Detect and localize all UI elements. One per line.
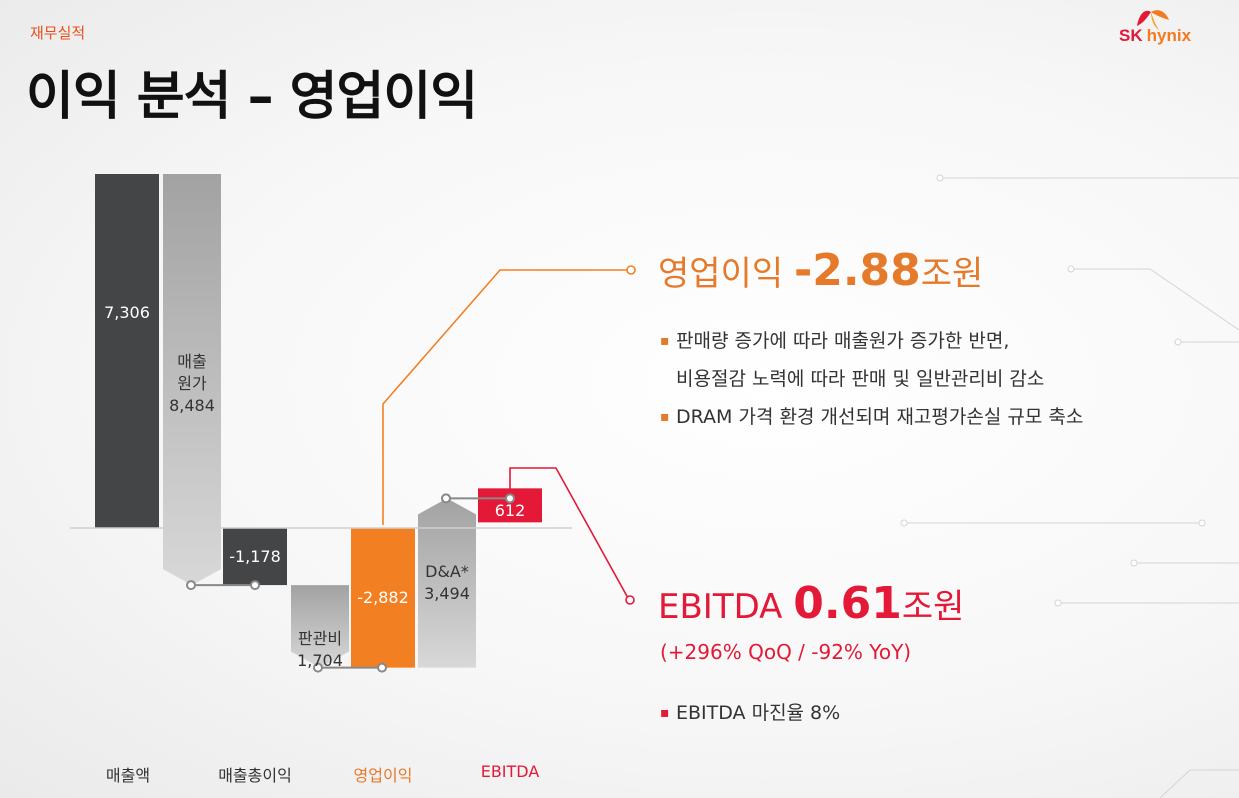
category-label: 영업이익	[353, 766, 413, 785]
connector-dot	[505, 493, 515, 504]
ebitda-callout-line	[509, 467, 629, 599]
ebitda-bullets: ▪ EBITDA 마진율 8%	[660, 694, 840, 732]
bullet-icon: ▪	[660, 705, 670, 721]
ebitda-value: 0.61	[793, 578, 902, 629]
connector-dot	[186, 580, 196, 591]
bar-value-label: -1,178	[229, 546, 281, 566]
connector-dot	[441, 493, 451, 504]
bullet-text-continued: 비용절감 노력에 따라 판매 및 일반관리비 감소	[676, 368, 1045, 390]
ebitda-change: (+296% QoQ / -92% YoY)	[660, 640, 912, 664]
category-label: 매출액	[105, 766, 151, 785]
bullet-text: DRAM 가격 환경 개선되며 재고평가손실 규모 축소	[676, 406, 1084, 428]
op-callout-line	[382, 269, 628, 525]
bar-1	[163, 174, 221, 586]
page-title: 이익 분석 – 영업이익	[26, 67, 478, 127]
butterfly-icon	[1137, 10, 1169, 30]
logo-hynix-text: hynix	[1146, 26, 1192, 45]
list-item: ▪ EBITDA 마진율 8%	[660, 694, 840, 732]
bar-value-label: D&A* 3,494	[424, 561, 470, 603]
connector-dot	[313, 662, 323, 673]
bar-0	[95, 174, 159, 528]
category-label: EBITDA	[480, 762, 540, 781]
bar-5	[418, 498, 476, 668]
bullet-text: EBITDA 마진율 8%	[676, 702, 841, 724]
bar-value-label: 판관비 1,704	[297, 629, 343, 670]
bullet-icon: ▪	[660, 409, 670, 425]
callout-dot	[625, 595, 635, 605]
op-unit: 조원	[920, 254, 984, 294]
list-item: ▪ 판매량 증가에 따라 매출원가 증가한 반면,	[660, 322, 1083, 360]
section-label: 재무실적	[30, 24, 86, 42]
op-value: -2.88	[793, 245, 921, 296]
sk-hynix-logo: SK hynix	[1117, 6, 1217, 46]
ebitda-unit: 조원	[901, 587, 965, 627]
ebitda-label: EBITDA	[658, 587, 794, 627]
operating-profit-bullets: ▪ 판매량 증가에 따라 매출원가 증가한 반면, 비용절감 노력에 따라 판매…	[660, 322, 1083, 436]
bar-value-label: -2,882	[357, 587, 409, 607]
bar-2	[223, 528, 287, 586]
category-label: 매출총이익	[218, 766, 292, 785]
bar-3	[291, 585, 349, 668]
operating-profit-heading: 영업이익 -2.88조원	[658, 245, 983, 296]
bullet-text: 판매량 증가에 따라 매출원가 증가한 반면,	[676, 330, 1010, 352]
ebitda-heading: EBITDA 0.61조원	[658, 578, 964, 629]
callout-dot	[626, 265, 636, 275]
bullet-icon: ▪	[660, 333, 670, 349]
bar-value-label: 7,306	[104, 303, 150, 322]
list-item: ▪ DRAM 가격 환경 개선되며 재고평가손실 규모 축소	[660, 398, 1083, 436]
connector-dot	[250, 580, 260, 591]
bar-value-label: 612	[494, 501, 526, 520]
circuit-decoration	[900, 174, 1239, 798]
bar-4	[351, 528, 415, 668]
bar-value-label: 매출 원가 8,484	[169, 352, 215, 415]
op-label: 영업이익	[658, 254, 794, 294]
connector-dot	[377, 662, 387, 673]
logo-sk-text: SK	[1119, 26, 1143, 45]
